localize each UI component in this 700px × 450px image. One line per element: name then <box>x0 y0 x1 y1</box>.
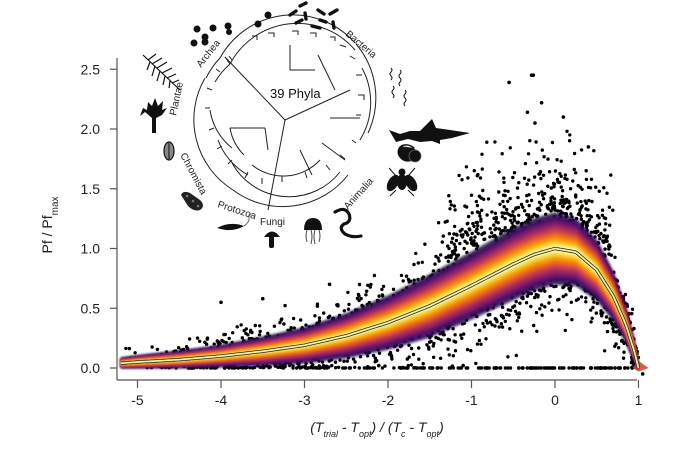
y-tick-label: 2.0 <box>81 121 101 137</box>
y-tick-label: 0.5 <box>81 300 101 316</box>
y-axis: 0.0 0.5 1.0 1.5 2.0 2.5 <box>81 58 118 380</box>
scatter-outliers-upper <box>219 73 645 376</box>
bacteria-rods-icon <box>288 1 339 30</box>
fitted-curve <box>120 246 641 369</box>
x-axis-title: (Ttrial - Topt) / (Tc - Topt) <box>310 419 443 439</box>
shark-icon <box>389 119 470 144</box>
x-tick-label: -4 <box>215 392 228 408</box>
clade-label-protozoa: Protozoa <box>216 199 258 222</box>
seaweed-icon <box>140 98 167 133</box>
y-tick-label: 0.0 <box>81 360 101 376</box>
x-axis: -5 -4 -3 -2 -1 0 1 <box>117 379 643 408</box>
y-axis-title: Pf / Pfmax <box>39 196 61 253</box>
tree-center-label: 39 Phyla <box>270 86 321 101</box>
clade-label-animalia: Animalia <box>342 176 376 212</box>
clade-label-plantae: Plantae <box>168 81 186 117</box>
mushroom-icon <box>264 231 280 248</box>
x-tick-label: 1 <box>635 392 643 408</box>
x-tick-label: 0 <box>551 392 559 408</box>
jellyfish-icon <box>304 218 322 245</box>
x-tick-label: -3 <box>298 392 311 408</box>
x-tick-label: -5 <box>131 392 144 408</box>
diatom-icon <box>163 141 175 161</box>
euglena-icon <box>217 213 253 231</box>
phylogenetic-tree-inset <box>193 14 377 211</box>
chromista-cell-icon <box>181 191 203 211</box>
clade-label-bacteria: Bacteria <box>343 29 379 61</box>
archea-cells-icon <box>190 11 272 47</box>
clade-label-fungi: Fungi <box>260 217 285 228</box>
x-tick-label: -2 <box>382 392 395 408</box>
y-tick-label: 1.0 <box>81 241 101 257</box>
y-tick-label: 1.5 <box>81 181 101 197</box>
fly-icon <box>386 167 418 197</box>
spirochete-icon <box>389 67 407 107</box>
fern-icon <box>142 53 181 91</box>
worm-icon <box>333 207 363 239</box>
y-tick-label: 2.5 <box>81 61 101 77</box>
x-tick-label: -1 <box>465 392 478 408</box>
clade-label-chromista: Chromista <box>177 151 208 197</box>
snail-shell-icon <box>397 144 422 163</box>
clade-label-archea: Archea <box>195 38 223 70</box>
